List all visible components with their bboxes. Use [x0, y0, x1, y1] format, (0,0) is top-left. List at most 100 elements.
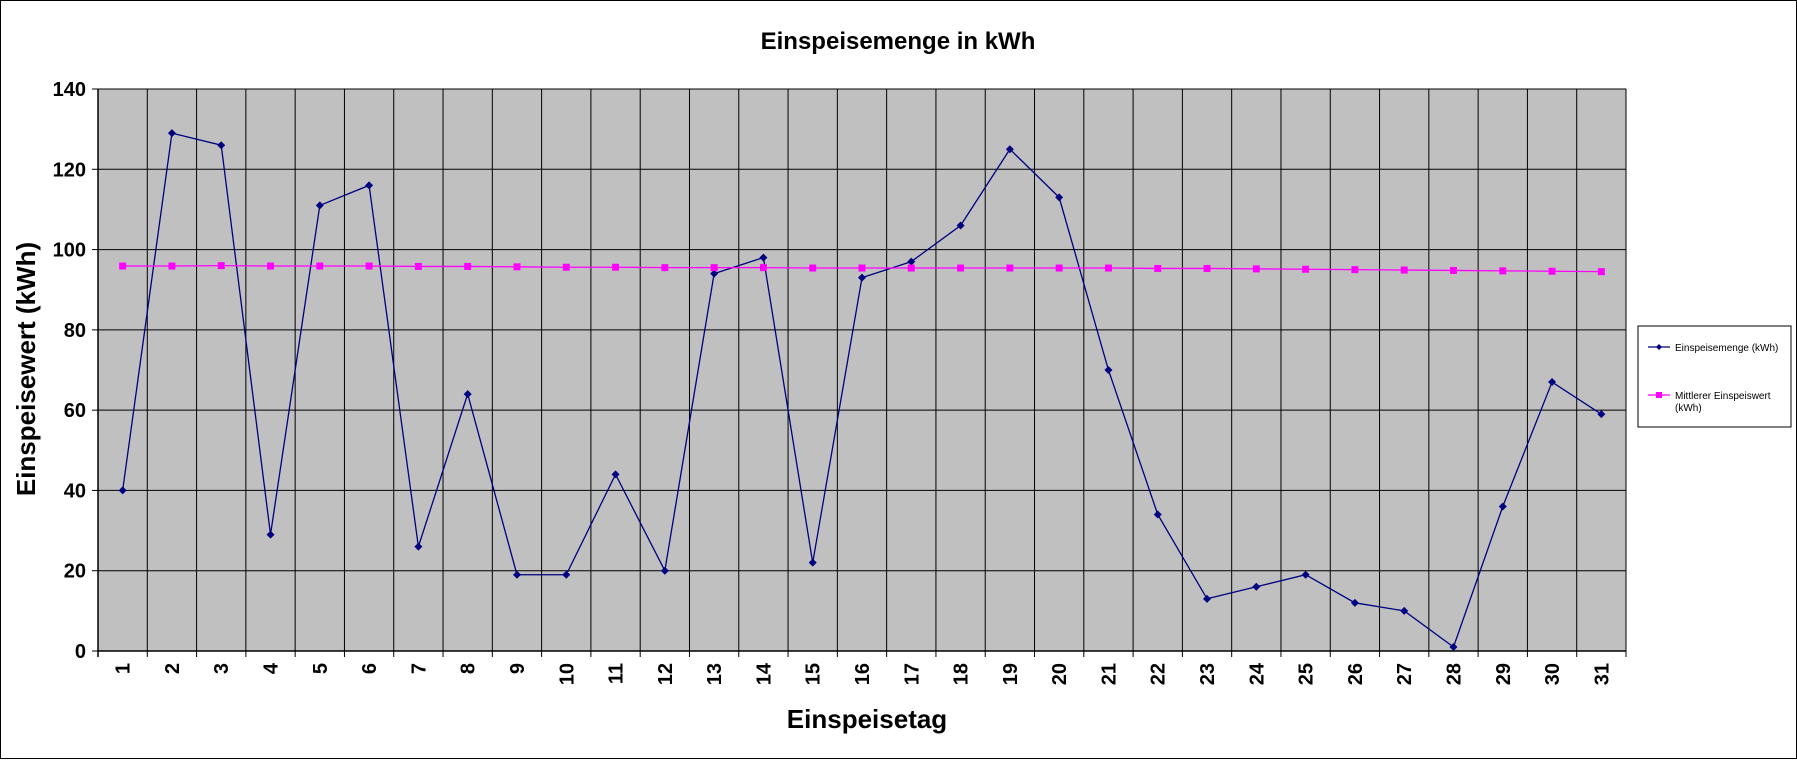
x-tick-label: 11 [606, 663, 628, 684]
data-point [858, 264, 866, 272]
data-point [809, 264, 817, 272]
data-point [907, 264, 915, 272]
data-point [562, 570, 571, 579]
data-point [1400, 266, 1408, 274]
data-point [957, 264, 965, 272]
x-tick-label: 24 [1246, 662, 1268, 685]
data-point [612, 263, 620, 271]
data-point [611, 470, 620, 479]
data-point [1449, 642, 1458, 651]
x-tick-label: 2 [162, 663, 184, 674]
data-point [315, 201, 324, 210]
plot-background [97, 88, 1627, 652]
y-tick-label: 0 [75, 641, 86, 663]
data-point [414, 542, 423, 551]
legend-marker [1656, 392, 1662, 398]
data-point [1351, 266, 1359, 274]
data-point [1104, 264, 1112, 272]
data-point [414, 262, 422, 270]
data-point [1252, 582, 1261, 591]
data-point [217, 141, 226, 150]
data-point [1597, 268, 1605, 276]
legend-box [1637, 325, 1792, 428]
data-point [710, 269, 719, 278]
legend-label: Mittlerer Einspeiswert [1675, 391, 1771, 402]
x-tick-label: 9 [507, 663, 529, 674]
data-point [1154, 264, 1162, 272]
data-point [1499, 267, 1507, 275]
x-tick-label: 26 [1345, 663, 1367, 685]
legend-label: (kWh) [1675, 403, 1702, 414]
y-axis-label: Einspeisewert (kWh) [11, 242, 41, 496]
data-point [1055, 264, 1063, 272]
data-point [365, 262, 373, 270]
x-tick-label: 17 [901, 663, 923, 685]
x-tick-label: 19 [1000, 663, 1022, 685]
data-point [1252, 265, 1260, 273]
data-point [562, 263, 570, 271]
x-tick-label: 15 [803, 663, 825, 685]
x-tick-label: 27 [1394, 663, 1416, 685]
x-tick-label: 8 [458, 663, 480, 674]
data-point [660, 566, 669, 575]
y-axis-ticks: 0 20 40 60 80 100 120 140 [53, 79, 98, 663]
data-point [513, 263, 521, 271]
data-point [464, 262, 472, 270]
data-point [365, 181, 374, 190]
y-tick-label: 80 [64, 320, 86, 342]
x-tick-label: 25 [1296, 663, 1318, 685]
data-point [808, 558, 817, 567]
x-tick-label: 6 [359, 663, 381, 674]
data-point [1597, 410, 1606, 419]
data-point [759, 264, 767, 272]
data-point [1203, 264, 1211, 272]
y-tick-label: 140 [53, 79, 86, 101]
x-tick-label: 7 [408, 663, 430, 674]
data-point [267, 262, 275, 270]
x-axis-ticks: 1 2 3 4 5 6 7 8 9 10 11 12 13 14 15 16 17 18 19 20 21 22 23 24 2… [97, 651, 1627, 685]
plot-area [97, 88, 1627, 657]
data-point [316, 262, 324, 270]
data-point [463, 390, 472, 399]
x-tick-label: 30 [1542, 663, 1564, 685]
x-tick-label: 28 [1443, 663, 1465, 685]
data-point [1498, 502, 1507, 511]
legend-marker [1656, 344, 1662, 350]
y-tick-label: 100 [53, 240, 86, 262]
x-tick-label: 12 [655, 663, 677, 685]
y-tick-label: 20 [64, 561, 86, 583]
data-point [1153, 510, 1162, 519]
series-layer [118, 129, 1606, 651]
data-point [661, 264, 669, 272]
data-point [956, 221, 965, 230]
data-point [217, 262, 225, 270]
x-tick-label: 31 [1591, 663, 1613, 685]
x-tick-label: 10 [556, 663, 578, 685]
series-1 [118, 129, 1606, 651]
x-tick-label: 1 [113, 663, 135, 674]
data-point [1104, 366, 1113, 374]
data-point [512, 570, 521, 579]
data-point [118, 486, 127, 495]
series-2 [119, 262, 1605, 276]
legend-entry-1: Einspeisemenge (kWh) [1648, 343, 1778, 354]
y-tick-label: 120 [53, 159, 86, 181]
x-tick-label: 22 [1148, 663, 1170, 685]
x-tick-label: 14 [753, 662, 775, 685]
data-point [858, 273, 866, 282]
data-point [1302, 265, 1310, 273]
data-point [759, 253, 768, 262]
data-point [1350, 598, 1359, 607]
data-point [168, 262, 176, 270]
x-tick-label: 20 [1049, 663, 1071, 685]
x-tick-label: 3 [211, 663, 233, 674]
data-point [1548, 267, 1556, 275]
x-tick-label: 16 [852, 663, 874, 685]
x-tick-label: 4 [261, 662, 283, 674]
x-tick-label: 13 [704, 663, 726, 685]
data-point [1203, 594, 1212, 603]
y-tick-label: 60 [64, 400, 86, 422]
x-tick-label: 5 [310, 663, 332, 674]
x-tick-label: 23 [1197, 663, 1219, 685]
x-tick-label: 18 [951, 663, 973, 685]
